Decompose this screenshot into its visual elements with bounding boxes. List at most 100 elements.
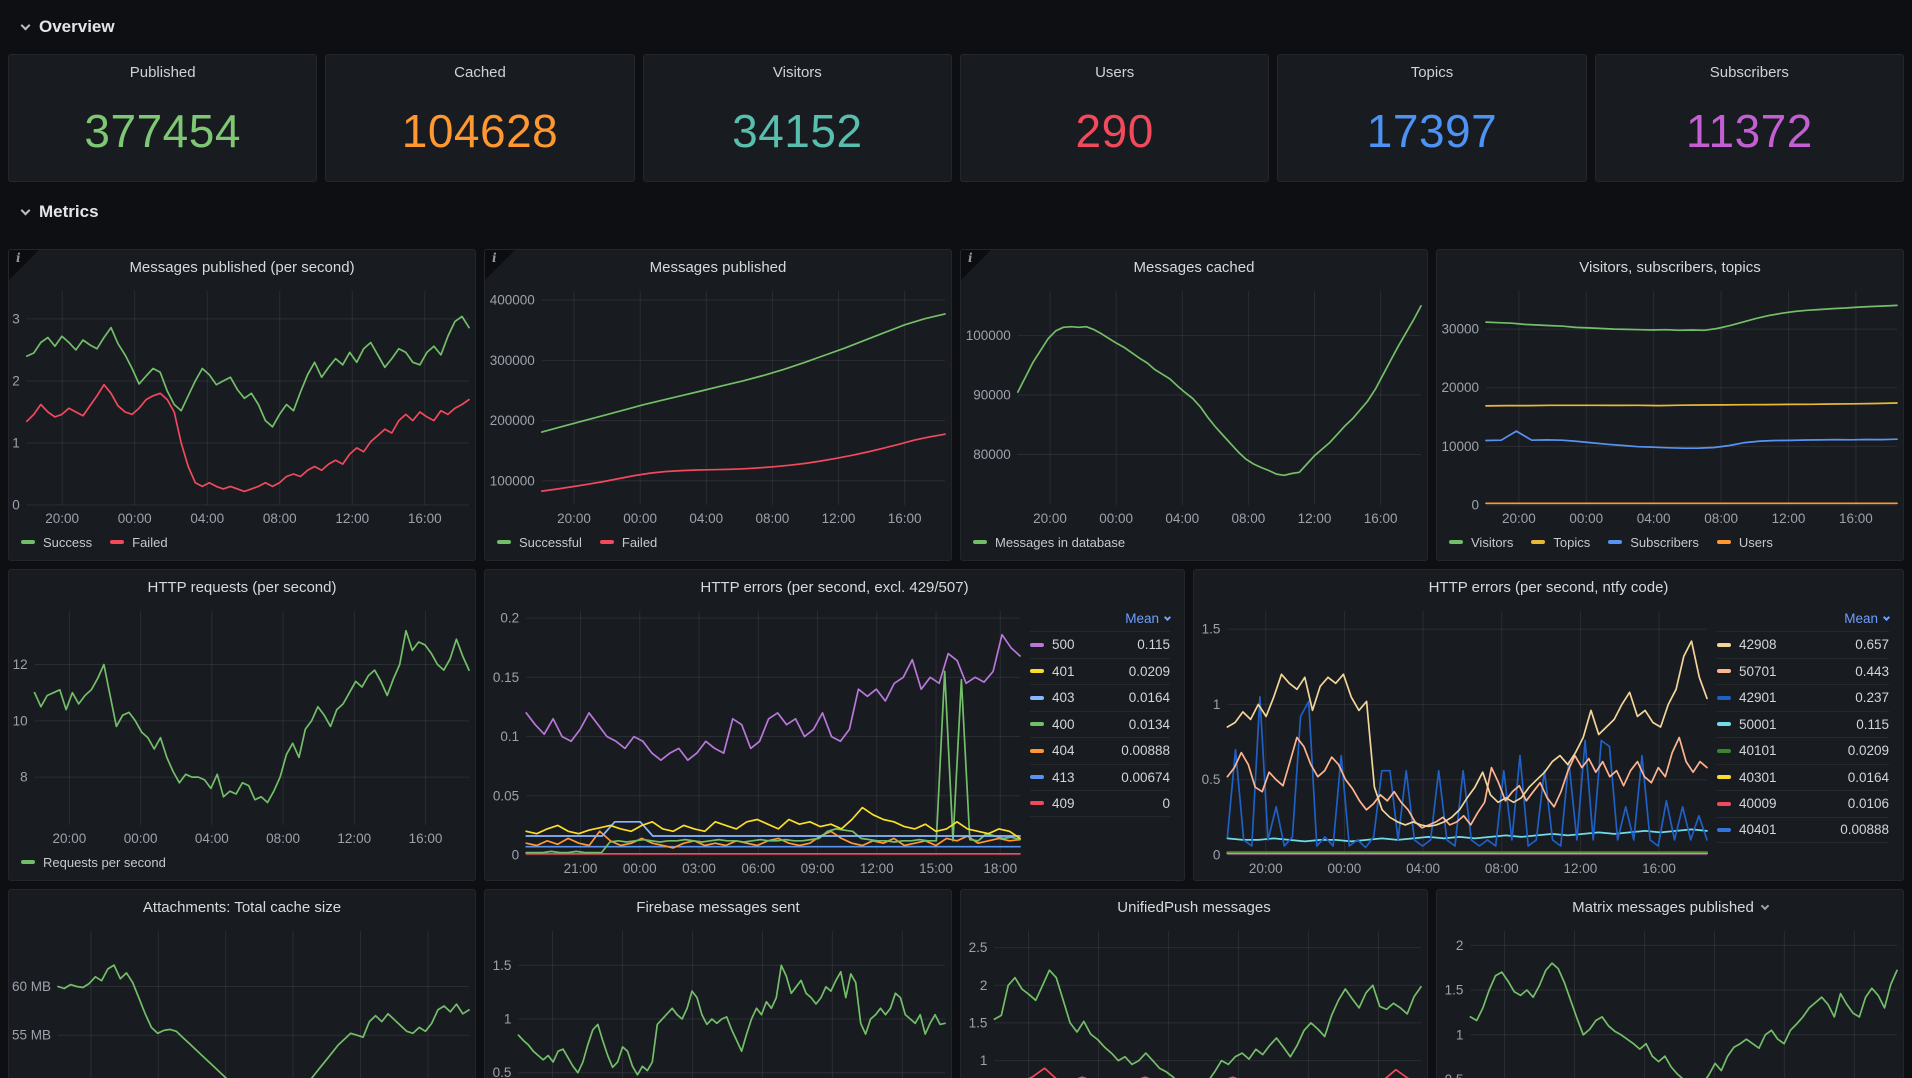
legend-table-row-42901[interactable]: 42901 0.237 [1717, 684, 1889, 711]
svg-text:55 MB: 55 MB [12, 1028, 51, 1043]
legend-item-topics[interactable]: Topics [1531, 535, 1590, 550]
section-header-overview[interactable]: Overview [8, 0, 1904, 54]
legend-item-subscribers[interactable]: Subscribers [1608, 535, 1699, 550]
chart-unifiedpush-messages[interactable]: 1 1.5 2 2.5 [961, 924, 1427, 1078]
legend-item-success[interactable]: Success [21, 535, 92, 550]
stat-value: 17397 [1366, 105, 1498, 157]
stat-panel-subscribers: Subscribers 11372 [1594, 54, 1904, 182]
svg-text:20:00: 20:00 [557, 511, 591, 526]
series-color-swatch [1717, 695, 1731, 700]
panel-title[interactable]: HTTP requests (per second) [9, 570, 475, 604]
legend-item-messages-in-database[interactable]: Messages in database [973, 535, 1125, 550]
legend-table-row-500[interactable]: 500 0.115 [1030, 631, 1170, 658]
panel-title[interactable]: HTTP errors (per second, excl. 429/507) [485, 570, 1184, 604]
panel-title-text: Visitors, subscribers, topics [1579, 258, 1761, 276]
chart-http-errors[interactable]: 0 0.05 0.1 0.15 0.2 21:00 00:00 03:00 06:00 09:00… [485, 604, 1026, 880]
panel-title-text: Firebase messages sent [636, 898, 800, 916]
svg-text:1.5: 1.5 [1202, 622, 1221, 637]
legend-table-row-40301[interactable]: 40301 0.0164 [1717, 763, 1889, 791]
svg-text:08:00: 08:00 [1232, 511, 1266, 526]
svg-text:80000: 80000 [973, 447, 1011, 462]
panel-messages-cached: i Messages cached 80000 90000 100000 20:00 0… [960, 249, 1428, 561]
panel-title[interactable]: UnifiedPush messages [961, 890, 1427, 924]
panel-info-icon[interactable]: i [485, 250, 515, 280]
panel-title[interactable]: Attachments: Total cache size [9, 890, 475, 924]
legend-table-row-40401[interactable]: 40401 0.00888 [1717, 816, 1889, 843]
chart-messages-published[interactable]: 100000 200000 300000 400000 20:00 00:00 04:00 0… [485, 284, 951, 530]
legend-table-row-404[interactable]: 404 0.00888 [1030, 737, 1170, 764]
panel-title[interactable]: Visitors, subscribers, topics [1437, 250, 1903, 284]
chart-visitors-subscribers-topics[interactable]: 0 10000 20000 30000 20:00 00:00 04:00 08:00 12:0… [1437, 284, 1903, 530]
svg-text:12:00: 12:00 [337, 831, 371, 846]
legend-table-row-50701[interactable]: 50701 0.443 [1717, 657, 1889, 685]
svg-text:12:00: 12:00 [1298, 511, 1332, 526]
svg-text:10: 10 [13, 713, 28, 728]
legend-table-row-42908[interactable]: 42908 0.657 [1717, 631, 1889, 658]
series-name: 40101 [1739, 743, 1777, 759]
chart-matrix-messages[interactable]: 0.5 1 1.5 2 [1437, 924, 1903, 1078]
svg-text:0: 0 [12, 498, 20, 513]
panel-title[interactable]: Messages published (per second) [9, 250, 475, 284]
chart-firebase-messages[interactable]: 0.5 1 1.5 [485, 924, 951, 1078]
panel-title[interactable]: Matrix messages published [1437, 890, 1903, 924]
series-color-swatch [1717, 642, 1731, 647]
svg-text:200000: 200000 [490, 413, 535, 428]
svg-text:2: 2 [1456, 938, 1464, 953]
panel-title[interactable]: Messages cached [961, 250, 1427, 284]
section-header-metrics[interactable]: Metrics [8, 182, 1904, 241]
chart-legend: Success Failed [9, 530, 475, 560]
series-color-swatch [1717, 775, 1731, 780]
panel-title[interactable]: Firebase messages sent [485, 890, 951, 924]
panel-title[interactable]: HTTP errors (per second, ntfy code) [1194, 570, 1903, 604]
series-name: 42908 [1739, 637, 1777, 653]
legend-item-failed[interactable]: Failed [599, 535, 657, 550]
chart-http-requests[interactable]: 8 10 12 20:00 00:00 04:00 08:00 12:00 16:00 [9, 604, 475, 850]
series-mean-value: 0.0164 [1128, 690, 1170, 706]
legend-table-row-40101[interactable]: 40101 0.0209 [1717, 737, 1889, 764]
panel-info-icon[interactable]: i [961, 250, 991, 280]
svg-text:20:00: 20:00 [52, 831, 86, 846]
svg-text:20:00: 20:00 [1249, 861, 1283, 876]
chart-messages-cached[interactable]: 80000 90000 100000 20:00 00:00 04:00 08:00 12:0… [961, 284, 1427, 530]
stat-title: Visitors [772, 64, 822, 81]
legend-item-visitors[interactable]: Visitors [1449, 535, 1513, 550]
series-mean-value: 0.00674 [1121, 769, 1170, 785]
legend-label: Users [1738, 534, 1773, 550]
legend-table-row-409[interactable]: 409 0 [1030, 790, 1170, 817]
legend-item-requests-per-second[interactable]: Requests per second [21, 855, 166, 870]
metrics-row-2: HTTP requests (per second) 8 10 12 20:00 00:… [8, 569, 1904, 881]
svg-text:30000: 30000 [1441, 322, 1479, 337]
legend-table-row-40009[interactable]: 40009 0.0106 [1717, 790, 1889, 817]
chart-attachments-cache-size[interactable]: 55 MB 60 MB [9, 924, 475, 1078]
legend-item-successful[interactable]: Successful [497, 535, 582, 550]
legend-mean-sort-header[interactable]: Mean [1717, 606, 1891, 631]
svg-text:00:00: 00:00 [118, 511, 152, 526]
panel-info-icon[interactable]: i [9, 250, 39, 280]
svg-text:1: 1 [504, 1012, 512, 1027]
chart-messages-published-rate[interactable]: 0 1 2 3 20:00 00:00 04:00 08:00 12:00 16:00 [9, 284, 475, 530]
legend-item-users[interactable]: Users [1716, 534, 1773, 550]
series-color-swatch [1030, 722, 1044, 727]
svg-text:00:00: 00:00 [623, 511, 657, 526]
panel-visitors-subscribers-topics: Visitors, subscribers, topics 0 10000 2000… [1436, 249, 1904, 561]
legend-table-row-413[interactable]: 413 0.00674 [1030, 763, 1170, 791]
series-name: 400 [1052, 716, 1075, 732]
legend-table-row-401[interactable]: 401 0.0209 [1030, 657, 1170, 685]
series-name: 404 [1052, 743, 1075, 759]
legend-item-failed[interactable]: Failed [110, 535, 168, 550]
legend-table-row-400[interactable]: 400 0.0134 [1030, 710, 1170, 738]
panel-unifiedpush-messages: UnifiedPush messages 1 1.5 2 2.5 [960, 889, 1428, 1078]
panel-title[interactable]: Messages published [485, 250, 951, 284]
svg-text:09:00: 09:00 [801, 861, 835, 876]
svg-text:12:00: 12:00 [822, 511, 856, 526]
legend-table-row-50001[interactable]: 50001 0.115 [1717, 710, 1889, 738]
legend-mean-sort-header[interactable]: Mean [1030, 606, 1172, 631]
series-color-swatch [21, 540, 35, 544]
stat-value: 34152 [732, 105, 863, 157]
svg-text:90000: 90000 [973, 388, 1011, 403]
chart-http-errors-ntfy[interactable]: 0 0.5 1 1.5 20:00 00:00 04:00 08:00 12:00 16:00 [1194, 604, 1713, 880]
legend-table-row-403[interactable]: 403 0.0164 [1030, 684, 1170, 711]
svg-text:400000: 400000 [490, 293, 535, 308]
svg-text:00:00: 00:00 [124, 831, 158, 846]
svg-text:08:00: 08:00 [1704, 511, 1738, 526]
